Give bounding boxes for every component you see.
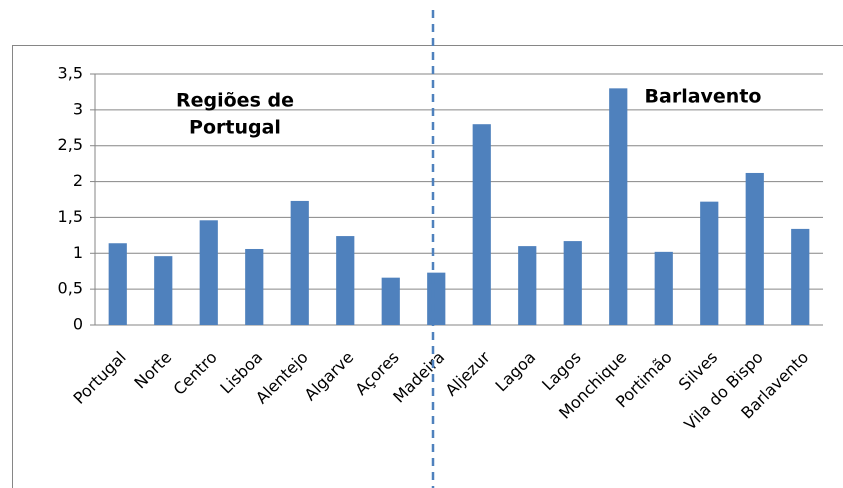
bar xyxy=(290,200,309,325)
annotation: Regiões de xyxy=(176,90,294,112)
bar xyxy=(154,256,173,325)
annotation: Portugal xyxy=(189,117,281,139)
bar xyxy=(700,201,719,325)
bar xyxy=(108,243,127,325)
bar xyxy=(245,248,264,325)
bar xyxy=(791,228,810,325)
bar xyxy=(518,246,537,325)
bar xyxy=(427,272,446,325)
bar xyxy=(199,220,218,325)
bar xyxy=(472,124,491,325)
bar xyxy=(745,172,764,325)
y-tick-label: 3,5 xyxy=(58,64,83,83)
bar xyxy=(381,277,400,325)
annotation: Barlavento xyxy=(645,86,762,108)
y-tick-label: 0 xyxy=(73,315,83,334)
y-tick-label: 3 xyxy=(73,99,83,118)
bar xyxy=(609,88,628,325)
y-tick-label: 1,5 xyxy=(58,207,83,226)
bar xyxy=(563,241,582,325)
y-tick-label: 2 xyxy=(73,171,83,190)
bar xyxy=(654,251,673,325)
y-tick-label: 1 xyxy=(73,243,83,262)
chart-frame xyxy=(12,45,843,488)
y-tick-label: 0,5 xyxy=(58,279,83,298)
bar xyxy=(336,236,355,325)
y-tick-label: 2,5 xyxy=(58,135,83,154)
